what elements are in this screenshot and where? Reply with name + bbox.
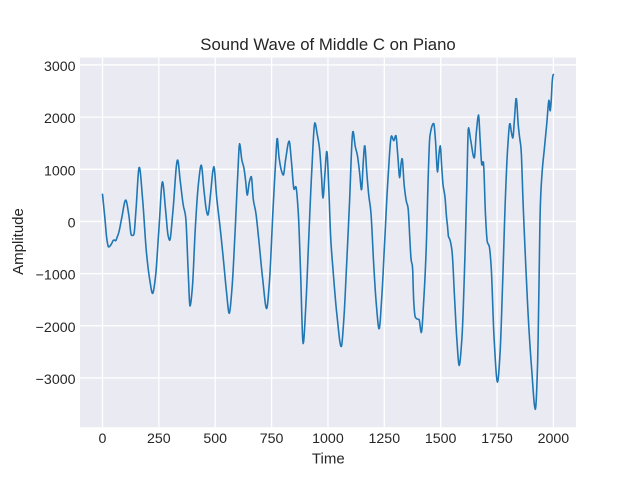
svg-text:−1000: −1000 [36, 268, 76, 284]
svg-text:Time: Time [312, 451, 345, 468]
svg-text:−3000: −3000 [36, 372, 76, 388]
svg-text:0: 0 [99, 431, 107, 447]
svg-text:1000: 1000 [312, 431, 344, 447]
svg-text:250: 250 [147, 431, 171, 447]
svg-text:3000: 3000 [44, 59, 76, 75]
svg-text:Amplitude: Amplitude [10, 208, 27, 275]
svg-text:Sound Wave of Middle C on Pian: Sound Wave of Middle C on Piano [200, 35, 455, 54]
svg-text:750: 750 [260, 431, 284, 447]
svg-text:500: 500 [203, 431, 227, 447]
svg-text:−2000: −2000 [36, 320, 76, 336]
svg-text:0: 0 [68, 215, 76, 231]
svg-text:2000: 2000 [538, 431, 570, 447]
svg-text:1250: 1250 [369, 431, 401, 447]
svg-text:2000: 2000 [44, 111, 76, 127]
svg-text:1000: 1000 [44, 163, 76, 179]
svg-text:1750: 1750 [481, 431, 513, 447]
svg-text:1500: 1500 [425, 431, 457, 447]
